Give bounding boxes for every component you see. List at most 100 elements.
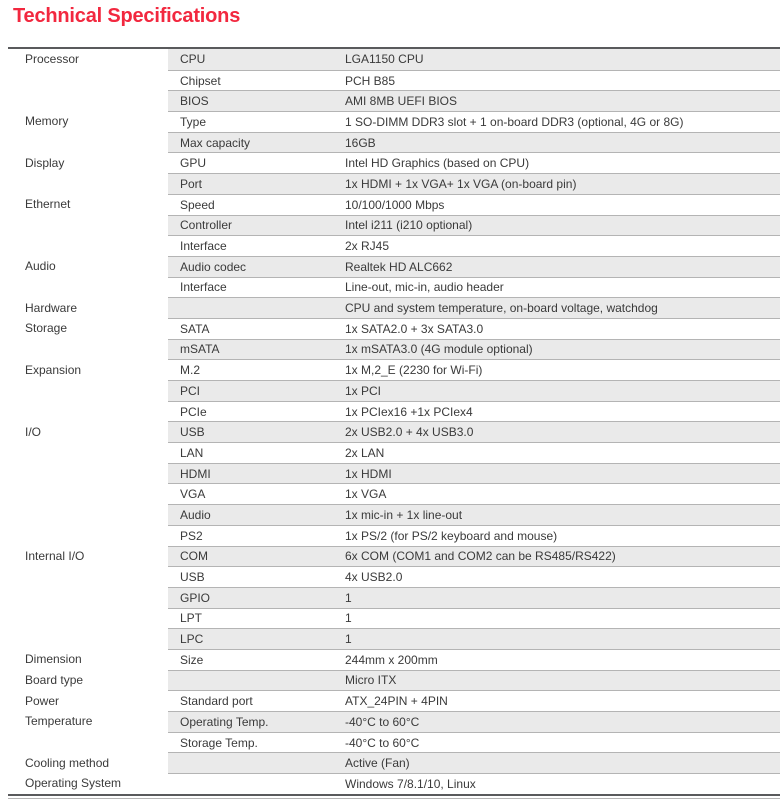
spec-table: Processor CPU LGA1150 CPU Chipset PCH B8… <box>8 47 780 799</box>
table-row: Audio 1x mic-in + 1x line-out <box>8 504 780 525</box>
spec-value: 1x HDMI <box>345 466 392 481</box>
spec-value: 1 <box>345 611 352 626</box>
spec-band: CPU and system temperature, on-board vol… <box>168 297 780 318</box>
spec-value: 2x LAN <box>345 445 385 460</box>
category-cell: Memory <box>8 111 168 132</box>
table-row: Processor CPU LGA1150 CPU <box>8 49 780 70</box>
spec-name: Operating Temp. <box>180 714 269 729</box>
spec-name: Controller <box>180 218 233 233</box>
category-label: Audio <box>25 259 56 274</box>
spec-value: 1 SO-DIMM DDR3 slot + 1 on-board DDR3 (o… <box>345 114 684 129</box>
page-title: Technical Specifications <box>13 5 241 27</box>
spec-name: GPU <box>180 156 207 171</box>
spec-value: 2x USB2.0 + 4x USB3.0 <box>345 425 474 440</box>
category-cell <box>8 731 168 753</box>
category-cell <box>8 628 168 649</box>
spec-band: Type 1 SO-DIMM DDR3 slot + 1 on-board DD… <box>168 111 780 132</box>
category-cell <box>8 586 168 608</box>
table-row: LPC 1 <box>8 628 780 649</box>
category-label: Storage <box>25 321 68 336</box>
spec-band: Active (Fan) <box>168 752 780 774</box>
spec-value: 10/100/1000 Mbps <box>345 197 445 212</box>
spec-band: Audio codec Realtek HD ALC662 <box>168 255 780 277</box>
spec-band: Controller Intel i211 (i210 optional) <box>168 214 780 236</box>
spec-value: 1x HDMI + 1x VGA+ 1x VGA (on-board pin) <box>345 176 577 191</box>
spec-value: 1x PCIex16 +1x PCIex4 <box>345 404 473 419</box>
category-cell: Processor <box>8 49 168 70</box>
spec-value: Windows 7/8.1/10, Linux <box>345 776 476 791</box>
spec-band: Port 1x HDMI + 1x VGA+ 1x VGA (on-board … <box>168 173 780 194</box>
spec-value: 2x RJ45 <box>345 239 390 254</box>
spec-band: VGA 1x VGA <box>168 483 780 504</box>
table-row: Power Standard port ATX_24PIN + 4PIN <box>8 690 780 711</box>
table-row: Chipset PCH B85 <box>8 69 780 91</box>
spec-band: USB 2x USB2.0 + 4x USB3.0 <box>168 421 780 443</box>
spec-value: 16GB <box>345 135 376 150</box>
category-cell <box>8 69 168 91</box>
table-row: VGA 1x VGA <box>8 483 780 505</box>
spec-value: 1x PCI <box>345 383 382 398</box>
category-cell <box>8 276 168 298</box>
spec-band: Operating Temp. -40°C to 60°C <box>168 711 780 732</box>
spec-band: HDMI 1x HDMI <box>168 462 780 484</box>
spec-name: GPIO <box>180 590 211 605</box>
spec-name: COM <box>180 549 208 564</box>
spec-name: Storage Temp. <box>180 735 258 750</box>
category-cell <box>8 483 168 505</box>
category-cell <box>8 380 168 401</box>
category-cell: Operating System <box>8 773 168 794</box>
table-row: Interface Line-out, mic-in, audio header <box>8 276 780 298</box>
spec-value: 4x USB2.0 <box>345 570 403 585</box>
table-row: Temperature Operating Temp. -40°C to 60°… <box>8 711 780 732</box>
spec-value: 1x mSATA3.0 (4G module optional) <box>345 342 533 357</box>
spec-name: M.2 <box>180 363 201 378</box>
spec-band: M.2 1x M,2_E (2230 for Wi-Fi) <box>168 359 780 380</box>
spec-name: Standard port <box>180 694 253 709</box>
table-row: Cooling method Active (Fan) <box>8 752 780 774</box>
table-row: Ethernet Speed 10/100/1000 Mbps <box>8 193 780 215</box>
spec-name: Port <box>180 176 203 191</box>
spec-name: SATA <box>180 321 210 336</box>
category-cell: Ethernet <box>8 193 168 215</box>
spec-value: Active (Fan) <box>345 756 410 771</box>
spec-band: PCI 1x PCI <box>168 380 780 401</box>
spec-value: Micro ITX <box>345 673 397 688</box>
spec-value: Line-out, mic-in, audio header <box>345 280 504 295</box>
spec-band: GPIO 1 <box>168 586 780 608</box>
spec-value: AMI 8MB UEFI BIOS <box>345 94 458 109</box>
spec-band: SATA 1x SATA2.0 + 3x SATA3.0 <box>168 317 780 339</box>
spec-band: Windows 7/8.1/10, Linux <box>168 773 780 794</box>
spec-value: LGA1150 CPU <box>345 52 424 67</box>
spec-band: Max capacity 16GB <box>168 131 780 153</box>
spec-value: 244mm x 200mm <box>345 652 438 667</box>
category-cell: I/O <box>8 421 168 443</box>
category-label: Temperature <box>25 714 93 729</box>
category-cell <box>8 90 168 112</box>
spec-band: Chipset PCH B85 <box>168 69 780 91</box>
spec-band: PCIe 1x PCIex16 +1x PCIex4 <box>168 400 780 422</box>
category-cell <box>8 131 168 153</box>
category-label: Dimension <box>25 652 82 667</box>
spec-band: CPU LGA1150 CPU <box>168 49 780 70</box>
table-row: I/O USB 2x USB2.0 + 4x USB3.0 <box>8 421 780 443</box>
spec-name: PCI <box>180 383 201 398</box>
spec-band: LAN 2x LAN <box>168 442 780 463</box>
spec-band: LPC 1 <box>168 628 780 649</box>
table-row: Storage SATA 1x SATA2.0 + 3x SATA3.0 <box>8 317 780 339</box>
table-row: Dimension Size 244mm x 200mm <box>8 648 780 670</box>
spec-name: Size <box>180 652 204 667</box>
category-cell: Dimension <box>8 648 168 670</box>
table-row: Board type Micro ITX <box>8 669 780 691</box>
table-row: Audio Audio codec Realtek HD ALC662 <box>8 255 780 277</box>
category-label: Processor <box>25 52 80 67</box>
spec-band: COM 6x COM (COM1 and COM2 can be RS485/R… <box>168 545 780 567</box>
spec-name: CPU <box>180 52 206 67</box>
spec-table-body: Processor CPU LGA1150 CPU Chipset PCH B8… <box>8 47 780 794</box>
category-cell <box>8 462 168 484</box>
spec-name: Speed <box>180 197 215 212</box>
table-row: Expansion M.2 1x M,2_E (2230 for Wi-Fi) <box>8 359 780 380</box>
table-row: USB 4x USB2.0 <box>8 566 780 587</box>
spec-band: Interface 2x RJ45 <box>168 235 780 256</box>
category-label: Memory <box>25 114 69 129</box>
spec-value: 1x M,2_E (2230 for Wi-Fi) <box>345 363 483 378</box>
